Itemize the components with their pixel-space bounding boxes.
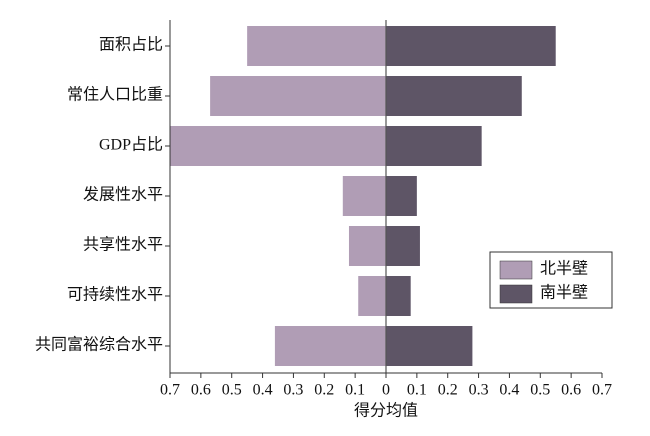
bar <box>358 276 386 316</box>
x-tick-label: 0.1 <box>345 382 365 399</box>
y-tick-label: 共同富裕综合水平 <box>35 336 163 354</box>
x-tick-label: 0.4 <box>499 382 519 399</box>
bar <box>170 126 386 166</box>
x-tick-label: 0.7 <box>592 382 612 399</box>
bar <box>386 276 411 316</box>
x-tick-label: 0.2 <box>438 382 458 399</box>
legend-swatch <box>499 260 533 280</box>
x-tick-label: 0.6 <box>191 382 211 399</box>
bar <box>274 326 386 366</box>
bar <box>386 126 482 166</box>
x-tick-label: 0.1 <box>407 382 427 399</box>
x-tick-label: 0.4 <box>253 382 273 399</box>
bar <box>247 26 386 66</box>
legend-label: 北半壁 <box>540 259 588 278</box>
x-tick-label: 0.7 <box>160 382 180 399</box>
bar <box>342 176 386 216</box>
bar <box>386 326 473 366</box>
x-tick-label: 0.5 <box>222 382 242 399</box>
x-tick-label: 0.2 <box>314 382 334 399</box>
bar <box>386 176 417 216</box>
bar <box>348 226 386 266</box>
x-tick-label: 0 <box>382 382 390 399</box>
x-tick-label: 0.3 <box>469 382 489 399</box>
bar <box>210 76 386 116</box>
y-tick-label: GDP占比 <box>99 136 163 154</box>
x-tick-label: 0.5 <box>530 382 550 399</box>
y-tick-label: 常住人口比重 <box>67 86 163 104</box>
y-tick-label: 发展性水平 <box>83 186 163 204</box>
bar <box>386 26 556 66</box>
legend-swatch <box>499 284 533 304</box>
y-tick-label: 共享性水平 <box>83 236 163 254</box>
legend-label: 南半壁 <box>540 283 588 302</box>
y-tick-label: 可持续性水平 <box>67 286 163 304</box>
x-tick-label: 0.3 <box>283 382 303 399</box>
y-tick-label: 面积占比 <box>99 36 163 54</box>
x-axis-label: 得分均值 <box>354 402 418 420</box>
bar <box>386 76 522 116</box>
bar <box>386 226 420 266</box>
x-tick-label: 0.6 <box>561 382 581 399</box>
